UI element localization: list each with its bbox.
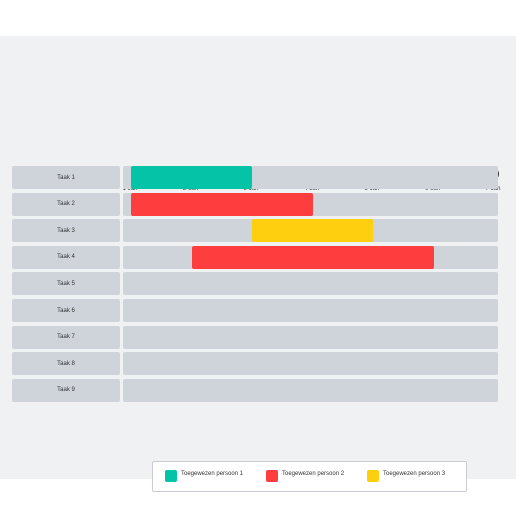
legend: Toegewezen persoon 1 Toegewezen persoon … (152, 461, 467, 492)
task-label: Taak 2 (12, 192, 120, 216)
legend-item-person-1: Toegewezen persoon 1 (165, 470, 253, 482)
legend-label: Toegewezen persoon 3 (383, 471, 446, 477)
legend-swatch-person-1 (165, 470, 177, 482)
timeline-date-label: 6-Jan (424, 186, 440, 192)
task-bar[interactable] (191, 245, 434, 269)
task-track (123, 272, 498, 296)
task-bar[interactable] (131, 166, 252, 189)
timeline-date-label: 7-Jan (485, 186, 501, 192)
task-label: Taak 4 (12, 245, 120, 269)
legend-item-person-2: Toegewezen persoon 2 (266, 470, 354, 482)
task-label: Taak 3 (12, 219, 120, 243)
timeline-date-label: 4-Jan (303, 186, 319, 192)
task-label: Taak 1 (12, 166, 120, 189)
task-label: Taak 7 (12, 325, 120, 349)
task-bar[interactable] (252, 219, 373, 243)
task-track (123, 352, 498, 376)
legend-swatch-person-3 (367, 470, 379, 482)
task-track (123, 325, 498, 349)
legend-label: Toegewezen persoon 2 (282, 471, 345, 477)
task-label: Taak 6 (12, 299, 120, 322)
task-bar[interactable] (131, 192, 313, 216)
task-label: Taak 8 (12, 352, 120, 376)
legend-item-person-3: Toegewezen persoon 3 (367, 470, 473, 482)
legend-label: Toegewezen persoon 1 (181, 471, 244, 477)
task-label: Taak 5 (12, 272, 120, 296)
timeline-date-label: 5-Jan (364, 186, 380, 192)
task-label: Taak 9 (12, 378, 120, 402)
gantt-canvas: 1-Jan 2-Jan 3-Jan 4-Jan 5-Jan 6-Jan 7-Jan Taak… (0, 36, 516, 492)
timeline-date-label: 3-Jan (243, 186, 259, 192)
legend-swatch-person-2 (266, 470, 278, 482)
timeline-date-label: 1-Jan (122, 186, 138, 192)
task-track (123, 378, 498, 402)
task-track (123, 299, 498, 322)
timeline-date-label: 2-Jan (182, 186, 198, 192)
